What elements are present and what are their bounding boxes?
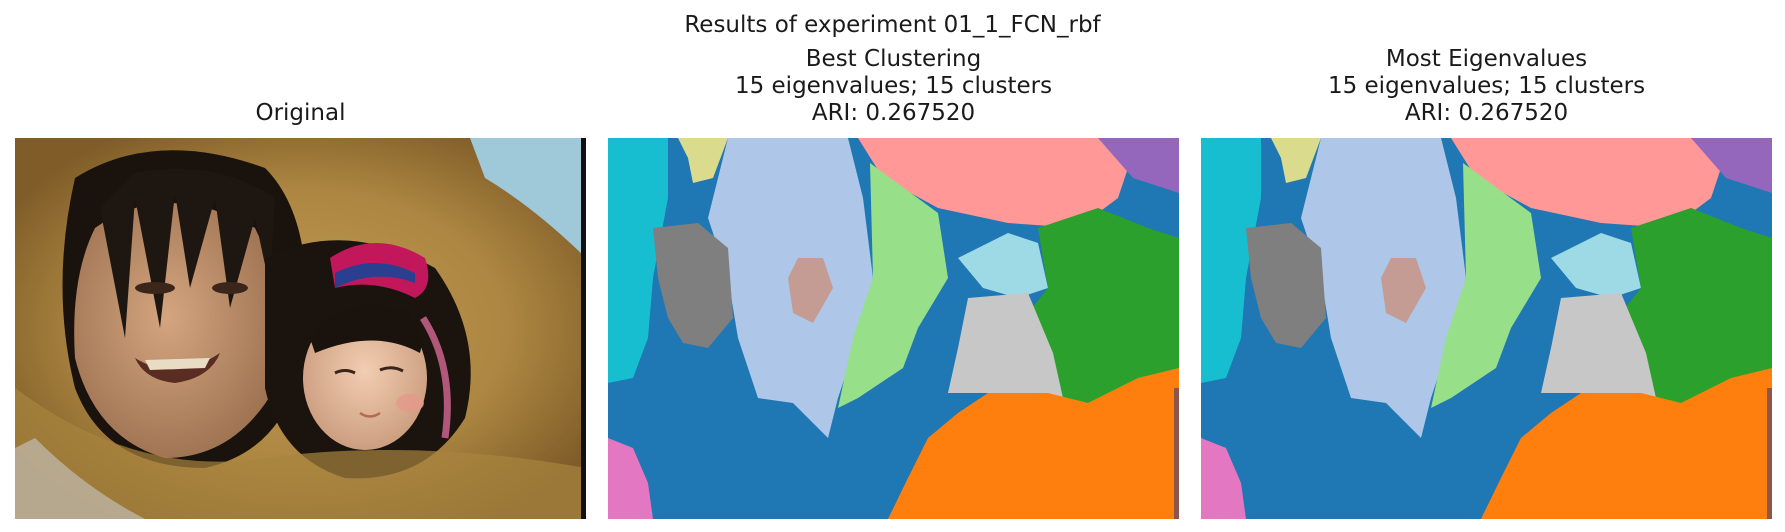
panel-title: Best Clustering 15 eigenvalues; 15 clust… bbox=[568, 46, 1219, 127]
segmentation-map-best bbox=[608, 138, 1179, 519]
panel-original: Original bbox=[15, 0, 586, 532]
figure-suptitle: Results of experiment 01_1_FCN_rbf bbox=[684, 12, 1101, 38]
panel-most-eigenvalues: Most Eigenvalues 15 eigenvalues; 15 clus… bbox=[1201, 0, 1772, 532]
panel-title-line: Most Eigenvalues bbox=[1385, 46, 1588, 72]
panel-title-line: 15 eigenvalues; 15 clusters bbox=[1327, 73, 1646, 99]
segmentation-map-most-eigenvalues bbox=[1201, 138, 1772, 519]
panel-best-clustering: Best Clustering 15 eigenvalues; 15 clust… bbox=[608, 0, 1179, 532]
panel-title-line: Best Clustering bbox=[805, 46, 982, 72]
panel-title-line: ARI: 0.267520 bbox=[1404, 100, 1569, 126]
panel-title: Original bbox=[0, 100, 626, 127]
original-photo bbox=[15, 138, 586, 519]
panel-title-line: Original bbox=[255, 100, 346, 126]
panel-title: Most Eigenvalues 15 eigenvalues; 15 clus… bbox=[1161, 46, 1785, 127]
panel-title-line: 15 eigenvalues; 15 clusters bbox=[734, 73, 1053, 99]
panel-title-line: ARI: 0.267520 bbox=[811, 100, 976, 126]
